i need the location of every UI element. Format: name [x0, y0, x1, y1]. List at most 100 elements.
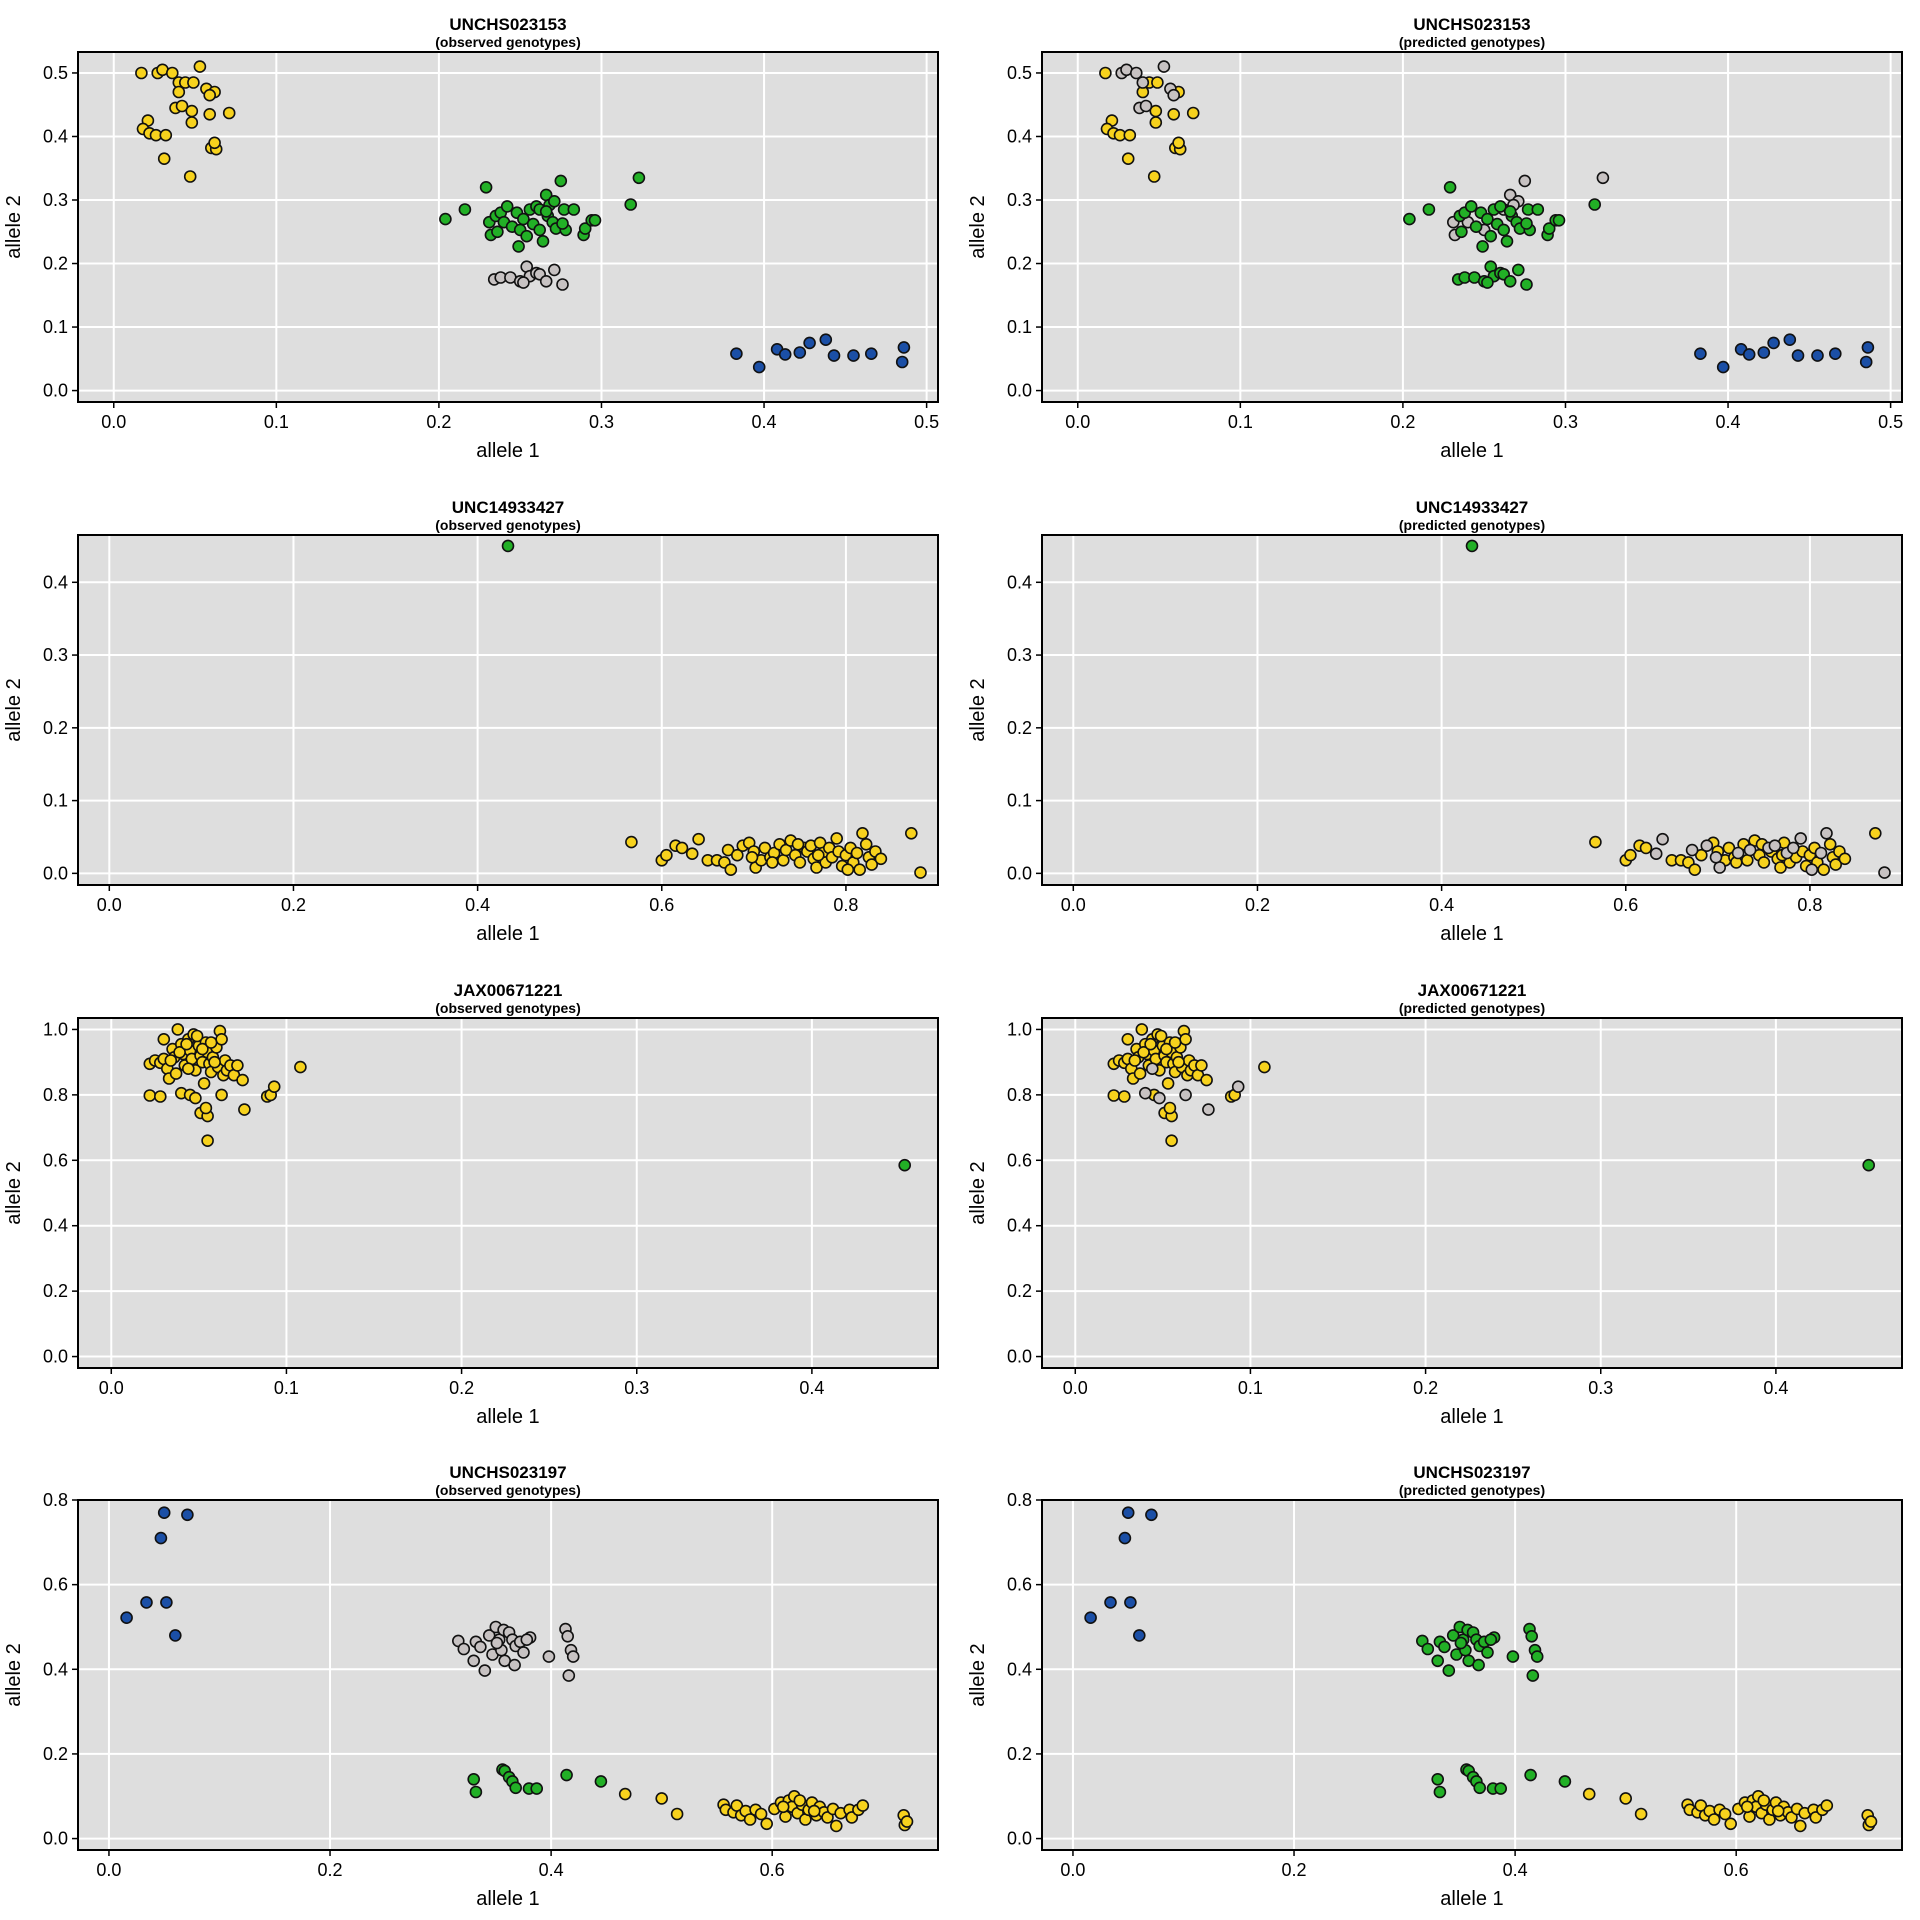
plot-frame: [77, 1017, 939, 1369]
x-tick-label: 0.3: [1553, 412, 1578, 432]
plot-frame: [77, 1499, 939, 1851]
data-point: [1716, 360, 1730, 374]
data-point: [154, 1090, 167, 1103]
y-tick-label: 0.1: [43, 317, 68, 337]
data-point: [479, 181, 493, 194]
data-point: [512, 240, 525, 253]
series-blue: [1084, 1506, 1158, 1642]
data-point: [567, 203, 581, 216]
scatter-panel-5: 0.0 0.1 0.2 0.3 0.4 0.0 0.2 0.4 0.6 0.8 1.0 JAX0067…: [3, 981, 939, 1428]
data-point: [853, 863, 867, 877]
x-tick-label: 0.8: [1797, 895, 1822, 915]
data-point: [1497, 223, 1510, 237]
data-point: [1168, 1036, 1182, 1049]
y-tick-label: 0.0: [1007, 381, 1032, 401]
x-tick-label: 0.2: [1390, 412, 1415, 432]
data-point: [120, 1611, 133, 1624]
data-point: [185, 116, 199, 129]
data-point: [1258, 1060, 1271, 1074]
data-point: [1494, 200, 1507, 213]
data-point: [721, 843, 735, 857]
data-point: [724, 863, 738, 877]
data-point: [1165, 1134, 1178, 1147]
data-point: [208, 136, 221, 150]
panel-title: UNCHS023197: [1413, 1463, 1530, 1482]
data-point: [1151, 76, 1164, 89]
data-point: [847, 349, 860, 362]
series-blue: [730, 333, 911, 374]
y-axis-label: allele 2: [3, 195, 25, 258]
data-point: [1582, 1787, 1596, 1801]
data-point: [1524, 1768, 1537, 1782]
x-tick-label: 0.3: [1588, 1378, 1613, 1398]
data-point: [1531, 203, 1545, 216]
data-point: [1771, 1804, 1785, 1818]
data-point: [1864, 1815, 1878, 1828]
y-tick-label: 0.6: [43, 1150, 68, 1170]
y-tick-label: 0.4: [1007, 572, 1032, 592]
y-tick-label: 1.0: [43, 1019, 68, 1039]
data-point: [1500, 235, 1514, 248]
x-axis-label: allele 1: [476, 923, 539, 945]
data-point: [1157, 60, 1171, 73]
data-point: [793, 856, 807, 869]
y-tick-label: 0.2: [1007, 1744, 1032, 1764]
data-point: [1484, 229, 1497, 243]
panel-title: UNC14933427: [452, 498, 564, 517]
data-point: [1443, 181, 1457, 194]
x-tick-label: 0.0: [101, 412, 126, 432]
x-tick-label: 0.5: [1878, 412, 1903, 432]
plot-area: [78, 535, 938, 885]
data-point: [181, 1508, 194, 1522]
data-point: [199, 1101, 213, 1115]
data-point: [1121, 152, 1135, 165]
x-tick-label: 0.0: [1060, 1860, 1085, 1880]
y-tick-label: 0.8: [1007, 1490, 1032, 1510]
data-point: [618, 1787, 632, 1801]
data-point: [900, 1815, 914, 1828]
series-green: [439, 171, 646, 253]
series-blue: [1694, 333, 1875, 374]
x-tick-label: 0.2: [1282, 1860, 1307, 1880]
data-point: [182, 1062, 195, 1075]
data-point: [1128, 1054, 1142, 1067]
data-point: [1742, 348, 1756, 361]
panel-title: JAX00671221: [1418, 981, 1527, 1000]
panel-title: UNCHS023153: [1413, 15, 1530, 34]
data-point: [760, 1817, 774, 1831]
y-tick-label: 0.6: [1007, 1150, 1032, 1170]
x-axis-label: allele 1: [1440, 1406, 1503, 1428]
data-point: [517, 1646, 530, 1659]
x-tick-label: 0.4: [539, 1860, 564, 1880]
data-point: [1231, 1080, 1245, 1093]
data-point: [1160, 1042, 1173, 1056]
data-point: [1503, 274, 1517, 288]
series-green: [501, 539, 515, 553]
data-point: [1862, 1158, 1875, 1172]
data-point: [183, 170, 197, 183]
x-tick-label: 0.4: [1429, 895, 1454, 915]
data-point: [1695, 848, 1708, 862]
data-point: [1722, 841, 1736, 855]
data-point: [197, 1077, 211, 1090]
data-point: [1820, 1799, 1834, 1812]
panel-subtitle: (observed genotypes): [435, 517, 580, 533]
data-point: [1757, 856, 1771, 869]
data-point: [238, 1103, 251, 1116]
data-point: [1123, 128, 1137, 142]
data-point: [467, 1773, 481, 1786]
data-point: [474, 1640, 487, 1654]
series-gray: [451, 1620, 580, 1682]
x-tick-label: 0.4: [799, 1378, 824, 1398]
y-tick-label: 0.4: [1007, 1216, 1032, 1236]
data-point: [1700, 839, 1714, 853]
y-tick-label: 0.3: [43, 645, 68, 665]
data-point: [556, 278, 569, 291]
data-point: [1589, 835, 1602, 849]
x-tick-label: 0.4: [465, 895, 490, 915]
data-point: [865, 858, 879, 871]
data-point: [1823, 837, 1837, 851]
data-point: [1494, 1782, 1507, 1795]
data-point: [758, 841, 772, 855]
data-point: [1768, 839, 1782, 853]
